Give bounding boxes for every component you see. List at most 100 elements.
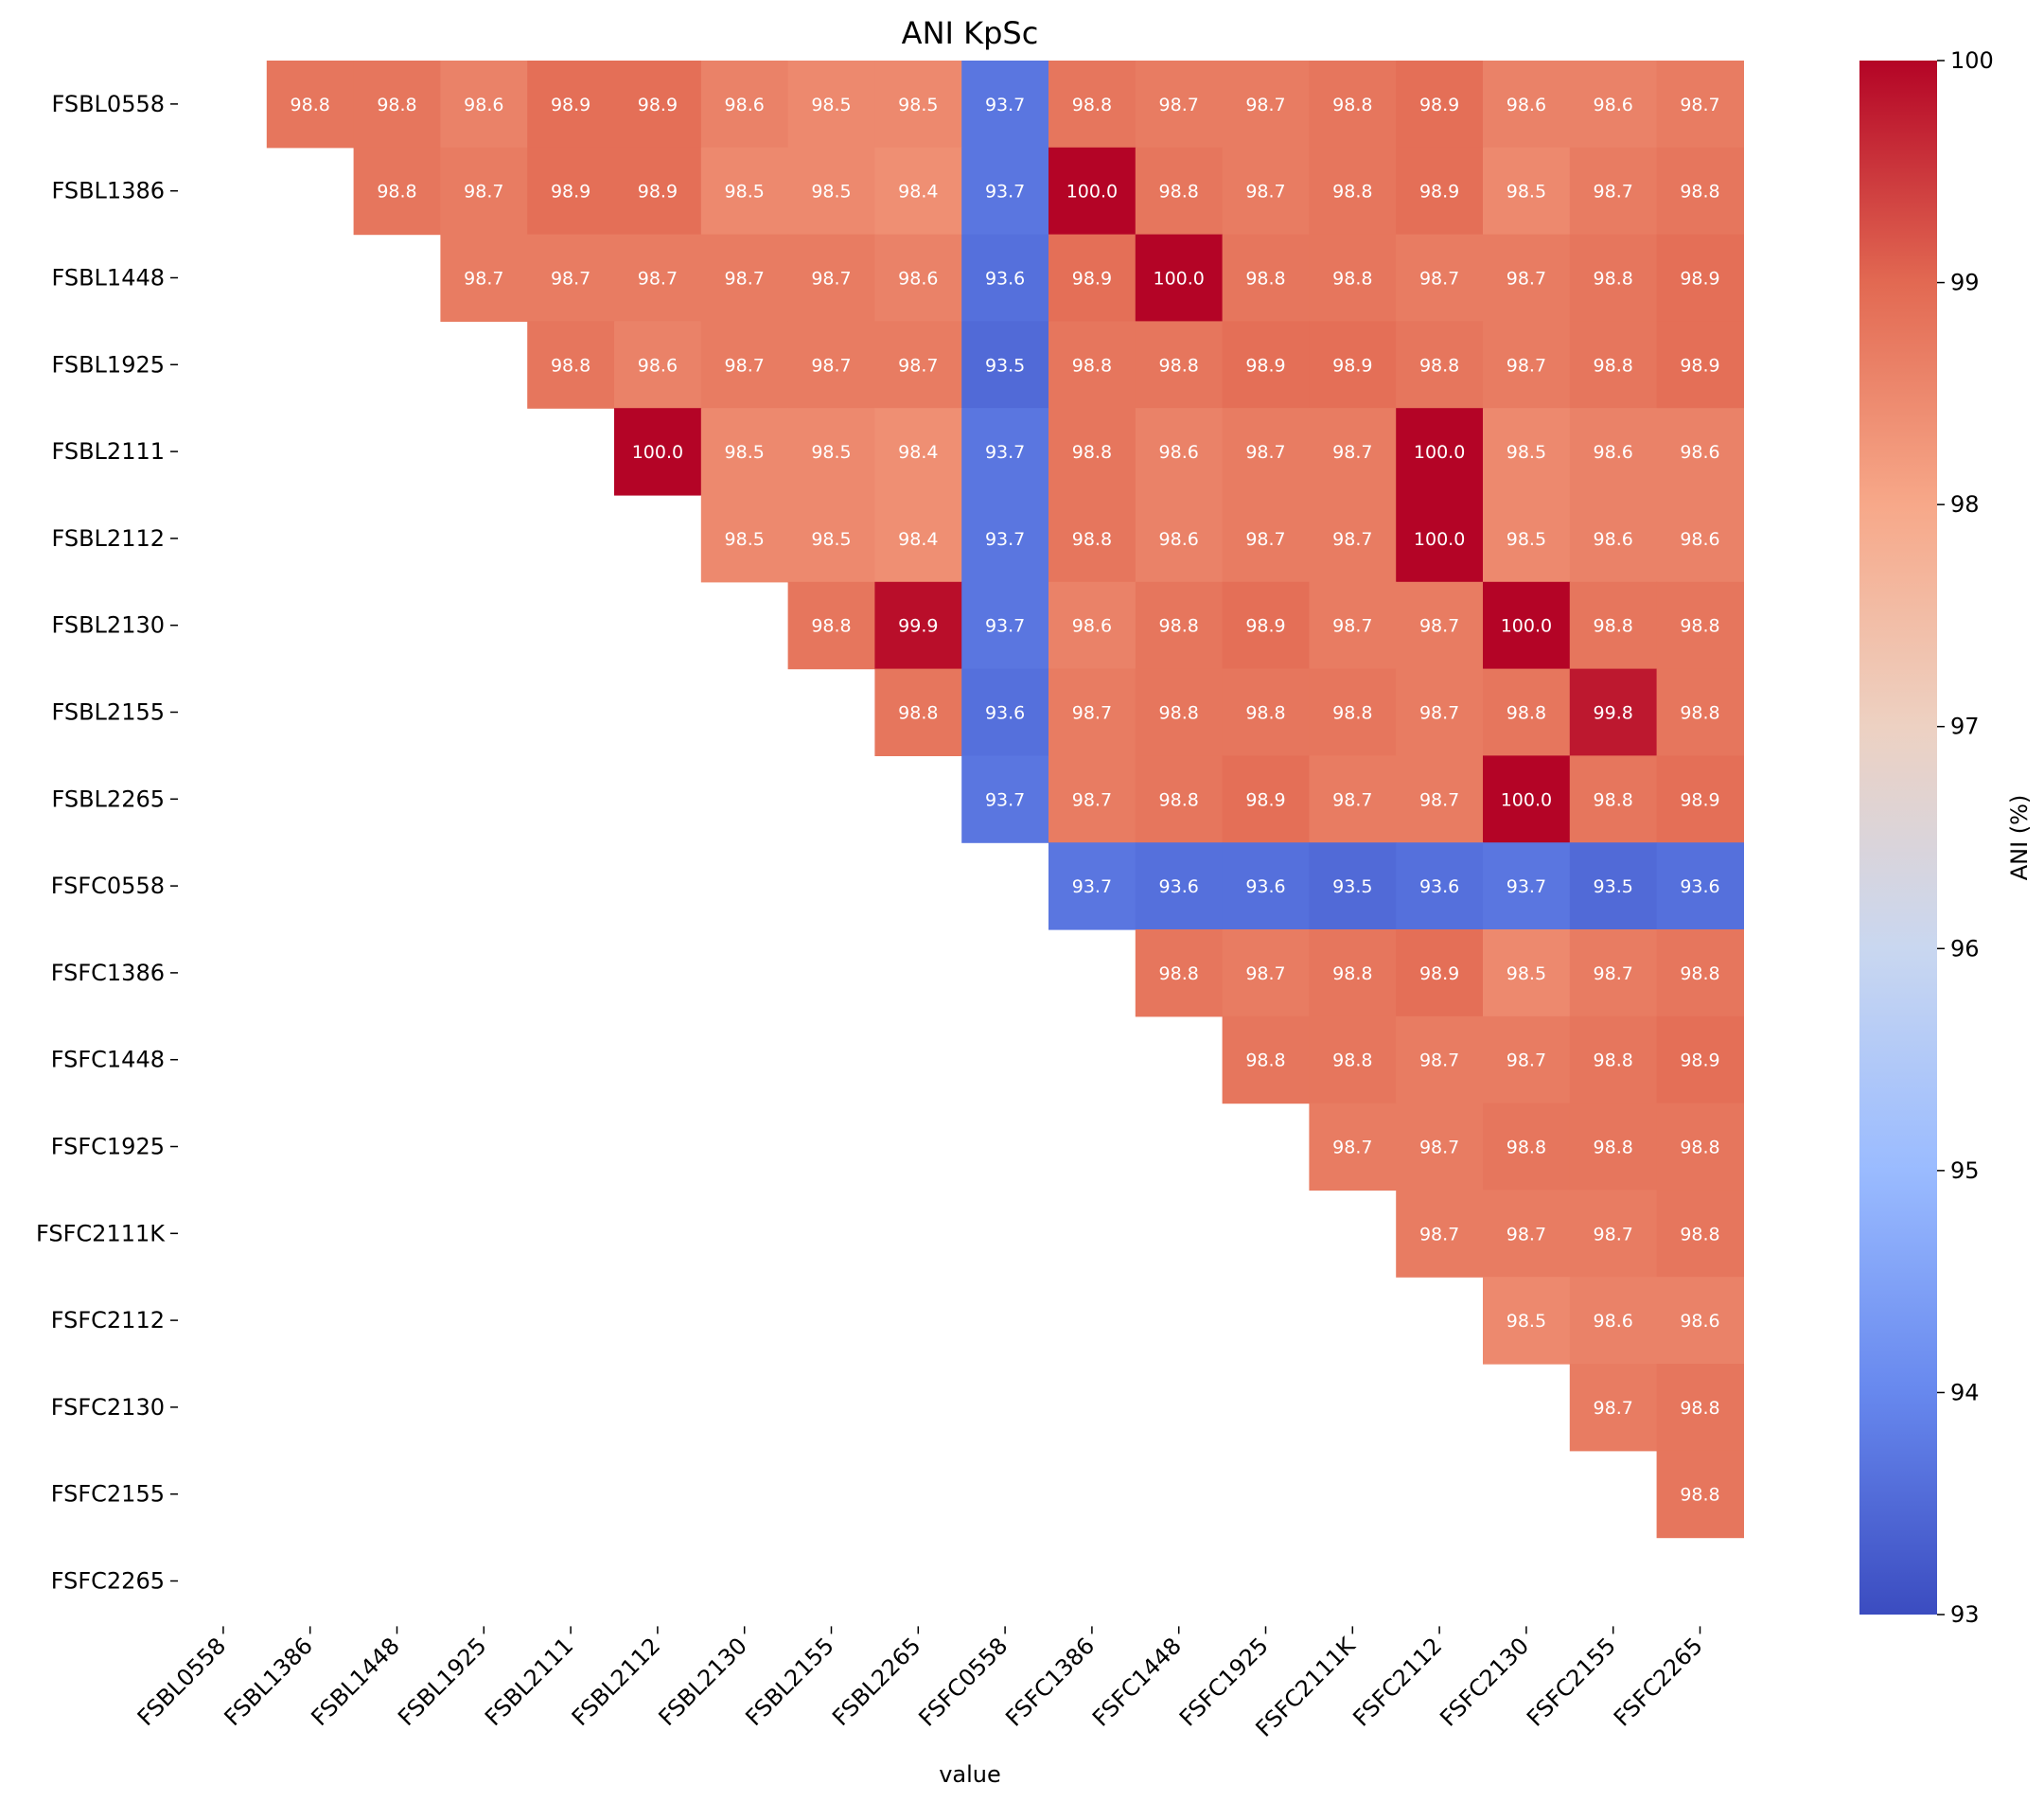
cell-value-label: 98.8 [377,182,416,203]
heatmap-cell [1222,234,1310,322]
cell-value-label: 93.6 [985,703,1025,724]
cell-value-label: 98.7 [1072,789,1112,810]
heatmap-cell [961,581,1049,670]
cell-value-label: 98.7 [1332,616,1372,637]
heatmap-cell [1396,668,1484,756]
heatmap-cell [874,581,962,670]
cell-value-label: 98.6 [1159,529,1199,550]
heatmap-cell [1483,321,1571,409]
cell-value-label: 98.5 [898,95,938,115]
heatmap-cell [1309,1015,1397,1104]
cell-value-label: 98.6 [464,95,503,115]
heatmap-cell [1396,321,1484,409]
cell-value-label: 98.8 [898,703,938,724]
x-tick-label: FSFC0558 [914,1633,1013,1732]
heatmap-cell [1396,1103,1484,1191]
x-tick-label: FSBL0558 [132,1633,231,1731]
cell-value-label: 98.9 [551,182,590,203]
heatmap-cell [1135,581,1224,670]
heatmap-cell [1656,842,1744,930]
x-tick-label: FSFC2155 [1522,1633,1621,1732]
heatmap-cell [1048,321,1137,409]
heatmap-cell [1048,842,1137,930]
cell-value-label: 98.6 [725,95,765,115]
heatmap-cell [1569,321,1658,409]
cell-value-label: 98.8 [811,616,851,637]
heatmap-cell [1656,1103,1744,1191]
heatmap-cell [1135,495,1224,583]
heatmap-cell [1483,234,1571,322]
colorbar-tick-label: 95 [1950,1157,1980,1184]
cell-value-label: 93.6 [1245,876,1285,897]
cell-value-label: 98.7 [1594,182,1633,203]
cell-value-label: 98.7 [1419,269,1459,290]
heatmap-cell [1309,408,1397,496]
heatmap-cell [1396,842,1484,930]
cell-value-label: 98.8 [1159,616,1199,637]
heatmap-cell [1656,321,1744,409]
heatmap-cell [1396,1190,1484,1278]
cell-value-label: 93.7 [985,529,1025,550]
heatmap-cell [787,61,875,149]
heatmap-cell [1135,321,1224,409]
cell-value-label: 98.8 [1594,616,1633,637]
heatmap-cell [1309,495,1397,583]
cell-value-label: 100.0 [632,442,683,463]
cell-value-label: 98.7 [1419,703,1459,724]
heatmap-cell [1483,668,1571,756]
heatmap-cell [1483,147,1571,236]
cell-value-label: 93.7 [985,442,1025,463]
cell-value-label: 98.8 [551,355,590,376]
cell-value-label: 98.8 [1332,1051,1372,1071]
heatmap-cell [700,408,789,496]
heatmap-cell [1569,408,1658,496]
heatmap-cell [266,61,355,149]
chart-title: ANI KpSc [902,15,1039,51]
cell-value-label: 98.6 [898,269,938,290]
cell-value-label: 98.7 [1245,529,1285,550]
cell-value-label: 98.5 [725,529,765,550]
cell-value-label: 98.5 [1507,442,1546,463]
heatmap-cell [527,234,615,322]
cell-value-label: 98.9 [1245,616,1285,637]
cell-value-label: 98.6 [1594,529,1633,550]
cell-value-label: 98.9 [1419,963,1459,984]
x-tick-label: FSBL2111 [480,1633,578,1731]
heatmap-cell [1483,1103,1571,1191]
cell-value-label: 98.8 [1159,703,1199,724]
y-tick-label: FSFC1386 [51,960,165,986]
cell-value-label: 98.8 [1245,269,1285,290]
cell-value-label: 98.7 [1072,703,1112,724]
cell-value-label: 98.8 [1594,269,1633,290]
y-tick-label: FSBL2265 [51,786,165,812]
cell-value-label: 98.6 [638,355,678,376]
heatmap-cell [874,495,962,583]
cell-value-label: 98.8 [1159,182,1199,203]
cell-value-label: 98.9 [638,95,678,115]
x-tick-label: FSBL2155 [740,1633,838,1731]
heatmap-cell [787,321,875,409]
heatmap-cell [1656,581,1744,670]
cell-value-label: 98.6 [1507,95,1546,115]
cell-value-label: 98.9 [638,182,678,203]
heatmap-cell [1135,234,1224,322]
heatmap-cell [353,147,441,236]
heatmap-cell [527,61,615,149]
cell-value-label: 93.7 [985,616,1025,637]
cell-value-label: 98.7 [725,355,765,376]
cell-value-label: 98.8 [1680,1485,1719,1506]
heatmap-cell [787,147,875,236]
cell-value-label: 98.8 [1072,95,1112,115]
y-tick-label: FSBL2155 [51,699,165,726]
cell-value-label: 98.8 [1680,1398,1719,1419]
heatmap-cell [1309,668,1397,756]
heatmap-cells [266,61,1744,1539]
heatmap-cell [1135,408,1224,496]
x-tick-label: FSFC2265 [1609,1633,1708,1732]
cell-value-label: 98.5 [811,95,851,115]
heatmap-cell [874,321,962,409]
heatmap-cell [1222,842,1310,930]
y-tick-label: FSBL2111 [51,438,165,465]
heatmap-cell [1483,1277,1571,1365]
